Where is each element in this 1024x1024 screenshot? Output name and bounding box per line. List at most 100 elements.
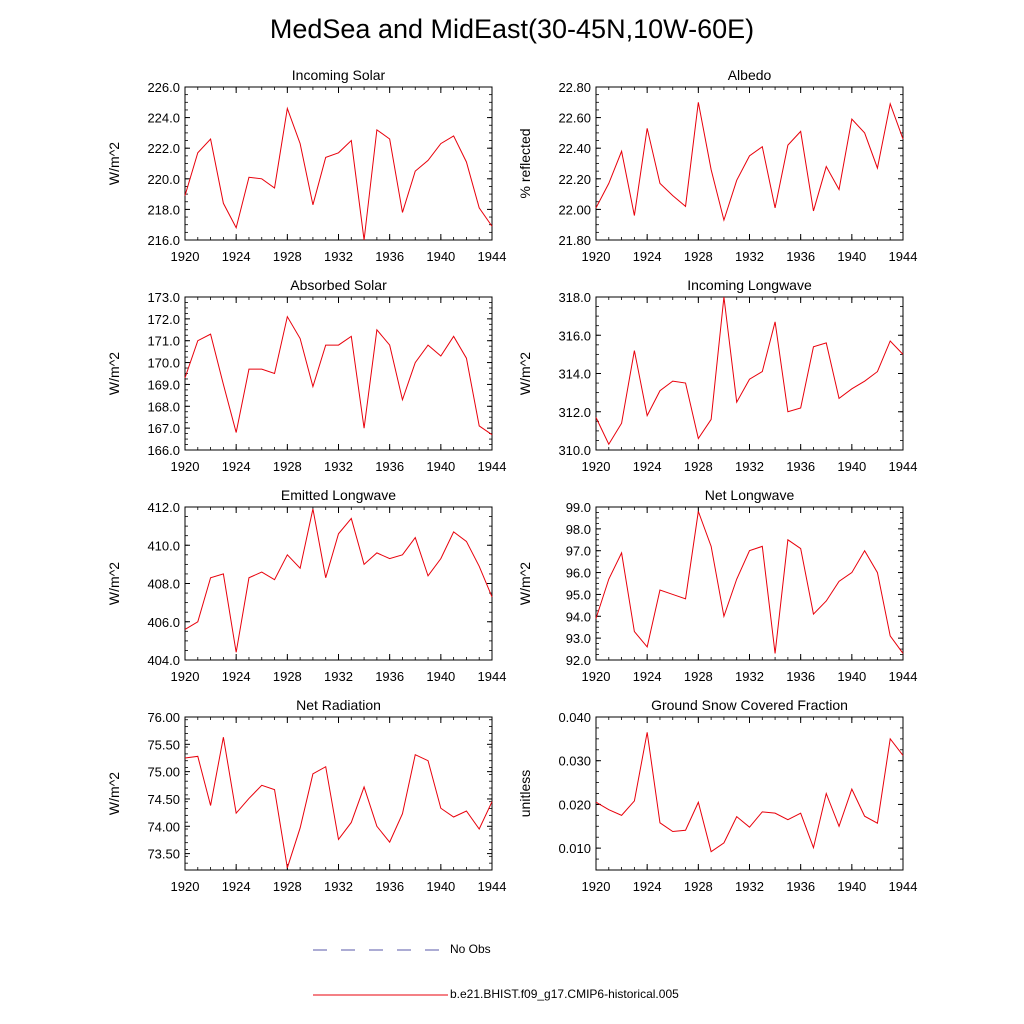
x-tick-label: 1944: [478, 459, 507, 474]
panel-title: Ground Snow Covered Fraction: [651, 697, 848, 713]
x-tick-label: 1928: [684, 879, 713, 894]
x-tick-label: 1944: [478, 249, 507, 264]
plot-frame: [184, 506, 493, 661]
y-tick-label: 99.0: [566, 500, 591, 515]
panel-title: Incoming Longwave: [687, 277, 812, 293]
x-tick-label: 1920: [171, 669, 200, 684]
x-tick-label: 1936: [786, 249, 815, 264]
y-tick-label: 412.0: [147, 500, 180, 515]
x-tick-label: 1920: [171, 249, 200, 264]
x-tick-label: 1924: [222, 669, 251, 684]
y-tick-label: 224.0: [147, 111, 180, 126]
y-tick-label: 21.80: [558, 233, 591, 248]
x-tick-label: 1940: [837, 459, 866, 474]
x-tick-label: 1944: [889, 879, 918, 894]
y-tick-label: 93.0: [566, 631, 591, 646]
y-tick-label: 170.0: [147, 356, 180, 371]
x-tick-label: 1932: [324, 459, 353, 474]
y-tick-label: 22.00: [558, 202, 591, 217]
panel-title: Absorbed Solar: [290, 277, 387, 293]
y-tick-label: 0.020: [558, 797, 591, 812]
y-tick-label: 222.0: [147, 141, 180, 156]
x-tick-label: 1928: [273, 459, 302, 474]
y-tick-label: 312.0: [558, 405, 591, 420]
y-axis-label: W/m^2: [106, 142, 122, 185]
panels-group: Incoming Solar W/m^2 216.0 218.0 220.0 222.0 2…: [106, 67, 917, 894]
series-line: [184, 737, 493, 868]
panel-4: Emitted Longwave W/m^2 404.0 406.0 408.0 410.…: [106, 487, 506, 684]
x-tick-label: 1928: [273, 879, 302, 894]
y-tick-label: 218.0: [147, 202, 180, 217]
y-tick-label: 314.0: [558, 367, 591, 382]
x-tick-label: 1924: [633, 249, 662, 264]
series-line: [595, 296, 904, 446]
x-tick-label: 1932: [735, 669, 764, 684]
series-line: [184, 106, 493, 241]
y-tick-label: 171.0: [147, 334, 180, 349]
y-tick-label: 22.60: [558, 111, 591, 126]
y-tick-label: 95.0: [566, 587, 591, 602]
x-tick-label: 1940: [426, 669, 455, 684]
x-tick-label: 1920: [582, 879, 611, 894]
x-tick-label: 1944: [889, 249, 918, 264]
x-tick-label: 1928: [273, 249, 302, 264]
y-tick-label: 316.0: [558, 328, 591, 343]
x-tick-label: 1936: [786, 459, 815, 474]
x-tick-label: 1928: [684, 459, 713, 474]
y-tick-label: 92.0: [566, 653, 591, 668]
x-tick-label: 1928: [684, 249, 713, 264]
plot-frame: [595, 716, 904, 871]
y-axis-label: W/m^2: [106, 772, 122, 815]
y-tick-label: 310.0: [558, 443, 591, 458]
x-tick-label: 1924: [633, 459, 662, 474]
panel-title: Incoming Solar: [292, 67, 386, 83]
series-line: [184, 315, 493, 436]
panel-7: Ground Snow Covered Fraction unitless 0.01…: [517, 697, 917, 894]
y-tick-label: 216.0: [147, 233, 180, 248]
y-axis-label: W/m^2: [106, 562, 122, 605]
y-tick-label: 172.0: [147, 312, 180, 327]
x-tick-label: 1920: [582, 249, 611, 264]
y-tick-label: 167.0: [147, 421, 180, 436]
y-tick-label: 318.0: [558, 290, 591, 305]
y-tick-label: 0.030: [558, 754, 591, 769]
panel-1: Albedo % reflected 21.80 22.00 22.20 22.40 22.…: [517, 67, 917, 264]
x-tick-label: 1920: [171, 879, 200, 894]
y-tick-label: 74.50: [147, 792, 180, 807]
y-tick-label: 406.0: [147, 615, 180, 630]
plot-frame: [595, 296, 904, 451]
y-axis-label: unitless: [517, 770, 533, 817]
x-tick-label: 1944: [889, 459, 918, 474]
panel-title: Net Radiation: [296, 697, 381, 713]
panel-0: Incoming Solar W/m^2 216.0 218.0 220.0 222.0 2…: [106, 67, 506, 264]
y-tick-label: 0.010: [558, 841, 591, 856]
x-tick-label: 1936: [375, 879, 404, 894]
x-tick-label: 1928: [684, 669, 713, 684]
y-tick-label: 408.0: [147, 577, 180, 592]
y-tick-label: 166.0: [147, 443, 180, 458]
x-tick-label: 1944: [889, 669, 918, 684]
y-tick-label: 96.0: [566, 566, 591, 581]
y-tick-label: 22.20: [558, 172, 591, 187]
x-tick-label: 1936: [375, 669, 404, 684]
panel-title: Net Longwave: [705, 487, 795, 503]
x-tick-label: 1940: [837, 669, 866, 684]
y-tick-label: 94.0: [566, 609, 591, 624]
y-tick-label: 404.0: [147, 653, 180, 668]
panel-6: Net Radiation W/m^2 73.50 74.00 74.50 75.00 75…: [106, 697, 506, 894]
series-line: [595, 511, 904, 654]
y-tick-label: 75.50: [147, 737, 180, 752]
legend-group: [313, 949, 448, 996]
panel-3: Incoming Longwave W/m^2 310.0 312.0 314.0 316…: [517, 277, 917, 474]
y-tick-label: 169.0: [147, 377, 180, 392]
y-axis-label: W/m^2: [517, 352, 533, 395]
x-tick-label: 1928: [273, 669, 302, 684]
x-tick-label: 1920: [582, 669, 611, 684]
x-tick-label: 1924: [222, 879, 251, 894]
x-tick-label: 1920: [582, 459, 611, 474]
series-line: [595, 101, 904, 222]
x-tick-label: 1940: [426, 249, 455, 264]
x-tick-label: 1932: [324, 879, 353, 894]
y-tick-label: 22.40: [558, 141, 591, 156]
